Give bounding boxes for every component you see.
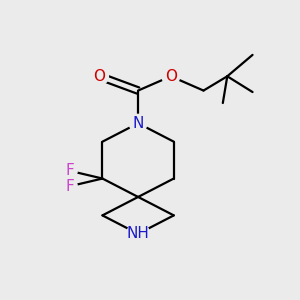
Circle shape	[91, 68, 108, 85]
Text: O: O	[94, 69, 106, 84]
Circle shape	[62, 164, 77, 178]
Text: F: F	[65, 163, 74, 178]
Text: NH: NH	[127, 226, 149, 241]
Circle shape	[127, 223, 149, 245]
Circle shape	[162, 68, 180, 85]
Circle shape	[62, 179, 77, 194]
Text: F: F	[65, 179, 74, 194]
Text: N: N	[132, 116, 144, 131]
Text: O: O	[165, 69, 177, 84]
Circle shape	[129, 114, 147, 132]
